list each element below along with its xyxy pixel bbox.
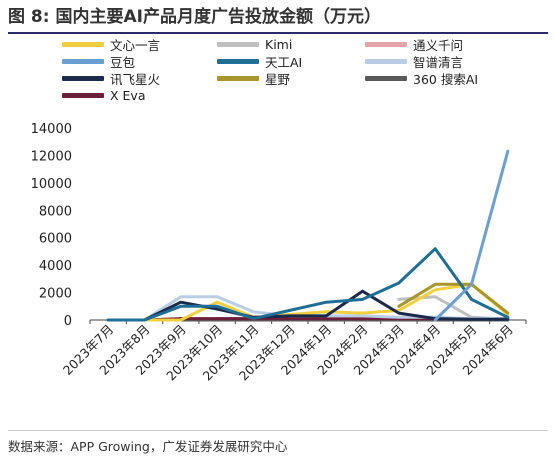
legend-label: 星野 <box>265 71 291 87</box>
legend-label: 讯飞星火 <box>110 71 161 87</box>
legend-item: 通义千问 <box>365 36 464 53</box>
legend-item: 天工AI <box>217 53 303 70</box>
legend-item: X Eva <box>62 87 146 103</box>
legend-item: 360 搜索AI <box>365 70 479 87</box>
chart-legend: 文心一言 Kimi 通义千问 豆包 天工AI 智谱清言 讯飞星火 星野 360 … <box>62 36 522 112</box>
legend-label: 豆包 <box>110 54 136 70</box>
legend-item: 星野 <box>217 70 291 87</box>
y-tick-label: 10000 <box>31 177 72 192</box>
legend-swatch <box>62 75 104 81</box>
y-tick-label: 8000 <box>39 204 72 219</box>
legend-label: 文心一言 <box>110 37 161 53</box>
legend-item: 文心一言 <box>62 36 161 53</box>
legend-swatch <box>365 75 407 81</box>
series-line <box>433 149 510 322</box>
series-line <box>397 282 510 315</box>
legend-label: 通义千问 <box>413 37 464 53</box>
legend-label: Kimi <box>265 36 293 52</box>
series-line <box>106 247 510 322</box>
legend-item: Kimi <box>217 36 292 52</box>
line-chart: 0 2000 4000 6000 8000 10000 12000 14000 2023年7月… <box>31 122 527 384</box>
source-divider <box>8 430 548 431</box>
y-tick-label: 12000 <box>31 149 72 164</box>
y-tick-label: 2000 <box>39 287 72 302</box>
x-axis: 2023年7月2023年8月2023年9月2023年10月2023年11月202… <box>60 319 527 384</box>
legend-label: 天工AI <box>265 54 303 70</box>
series-line <box>106 282 510 322</box>
legend-swatch <box>62 92 104 98</box>
legend-label: X Eva <box>110 87 146 103</box>
legend-swatch <box>62 41 104 47</box>
series-lines <box>106 149 510 322</box>
y-tick-label: 6000 <box>39 232 72 247</box>
legend-item: 讯飞星火 <box>62 70 161 87</box>
y-tick-label: 14000 <box>31 122 72 137</box>
legend-item: 智谱清言 <box>365 53 464 70</box>
legend-swatch <box>62 58 104 64</box>
y-tick-label: 0 <box>64 314 72 329</box>
legend-swatch <box>365 41 407 47</box>
legend-swatch <box>217 58 259 64</box>
legend-swatch <box>217 41 259 47</box>
series-line <box>106 289 510 322</box>
source-note: 数据来源：APP Growing，广发证券发展研究中心 <box>8 439 288 454</box>
legend-item: 豆包 <box>62 53 136 70</box>
legend-label: 360 搜索AI <box>413 71 479 87</box>
legend-label: 智谱清言 <box>413 54 464 70</box>
y-tick-label: 4000 <box>39 259 72 274</box>
y-axis: 0 2000 4000 6000 8000 10000 12000 14000 <box>31 122 72 329</box>
legend-swatch <box>217 75 259 81</box>
figure-title: 图 8: 国内主要AI产品月度广告投放金额（万元） <box>8 7 381 27</box>
title-divider <box>8 32 548 34</box>
legend-swatch <box>365 58 407 64</box>
